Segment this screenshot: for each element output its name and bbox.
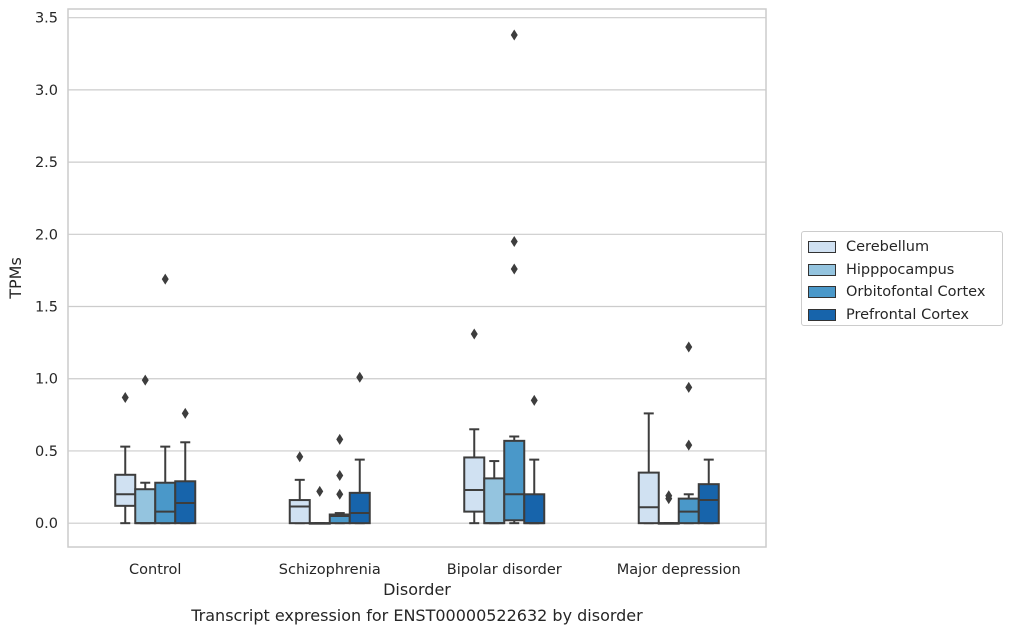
y-tick-label: 1.0 <box>35 372 58 388</box>
y-tick-label: 2.5 <box>35 155 58 171</box>
legend-swatch <box>808 308 836 321</box>
legend-item-prefrontal-cortex: Prefrontal Cortex <box>802 304 1002 327</box>
legend-item-orbitofrontal-cortex: Orbitofontal Cortex <box>802 281 1002 304</box>
outlier-point <box>336 433 344 445</box>
box-0-0 <box>114 392 137 525</box>
box-iqr <box>463 456 486 513</box>
legend: Cerebellum Hipppocampus Orbitofontal Cor… <box>801 231 1003 326</box>
outlier-point <box>685 439 693 451</box>
outlier-point <box>685 381 693 393</box>
y-tick-label: 3.5 <box>35 11 58 27</box>
legend-swatch <box>808 286 836 299</box>
legend-swatch <box>808 241 836 254</box>
y-tick-label: 3.0 <box>35 83 58 99</box>
legend-item-cerebellum: Cerebellum <box>802 236 1002 259</box>
box-2-0 <box>154 273 177 525</box>
box-3-0 <box>174 407 197 525</box>
outlier-point <box>356 371 364 383</box>
outlier-point <box>121 392 129 404</box>
y-tick-label: 2.0 <box>35 227 58 243</box>
box-iqr <box>523 493 546 525</box>
chart-caption: Transcript expression for ENST0000052263… <box>191 606 643 625</box>
box-0-1 <box>288 451 311 525</box>
box-iqr <box>288 499 311 525</box>
legend-label: Cerebellum <box>846 239 930 256</box>
x-tick-label: Schizophrenia <box>279 562 381 578</box>
box-1-0 <box>134 374 157 525</box>
y-axis-label: TPMs <box>6 257 25 300</box>
box-0-2 <box>463 328 486 525</box>
legend-label: Hipppocampus <box>846 261 955 278</box>
outlier-point <box>296 451 304 463</box>
y-tick-label: 1.5 <box>35 300 58 316</box>
box-iqr <box>503 439 526 522</box>
outlier-point <box>510 29 518 41</box>
box-iqr <box>154 481 177 525</box>
box-iqr <box>637 471 660 525</box>
box-iqr <box>697 483 720 525</box>
box-1-2 <box>483 460 506 525</box>
y-tick-label: 0.0 <box>35 516 58 532</box>
outlier-point <box>685 341 693 353</box>
box-1-1 <box>308 485 331 525</box>
box-2-3 <box>677 341 700 525</box>
outlier-point <box>181 407 189 419</box>
box-3-2 <box>523 394 546 525</box>
box-iqr <box>348 491 371 525</box>
outlier-point <box>665 490 673 502</box>
x-tick-label: Major depression <box>617 562 741 578</box>
x-tick-label: Control <box>129 562 181 578</box>
box-2-2 <box>503 29 526 525</box>
y-tick-label: 0.5 <box>35 444 58 460</box>
legend-label: Orbitofontal Cortex <box>846 284 986 301</box>
legend-item-hippocampus: Hipppocampus <box>802 259 1002 282</box>
box-2-1 <box>328 433 351 525</box>
box-iqr <box>483 477 506 525</box>
plot-frame <box>67 8 767 548</box>
outlier-point <box>530 394 538 406</box>
legend-swatch <box>808 263 836 276</box>
x-axis-label: Disorder <box>383 580 451 599</box>
box-3-3 <box>697 458 720 525</box>
box-1-3 <box>657 490 680 525</box>
box-iqr <box>134 488 157 525</box>
legend-label: Prefrontal Cortex <box>846 306 969 323</box>
outlier-point <box>141 374 149 386</box>
outlier-point <box>470 328 478 340</box>
outlier-point <box>316 485 324 497</box>
outlier-point <box>510 236 518 248</box>
box-3-1 <box>348 371 371 525</box>
outlier-point <box>336 470 344 482</box>
x-tick-label: Bipolar disorder <box>447 562 562 578</box>
box-0-3 <box>637 412 660 525</box>
outlier-point <box>336 488 344 500</box>
box-iqr <box>114 473 137 507</box>
outlier-point <box>510 263 518 275</box>
outlier-point <box>161 273 169 285</box>
